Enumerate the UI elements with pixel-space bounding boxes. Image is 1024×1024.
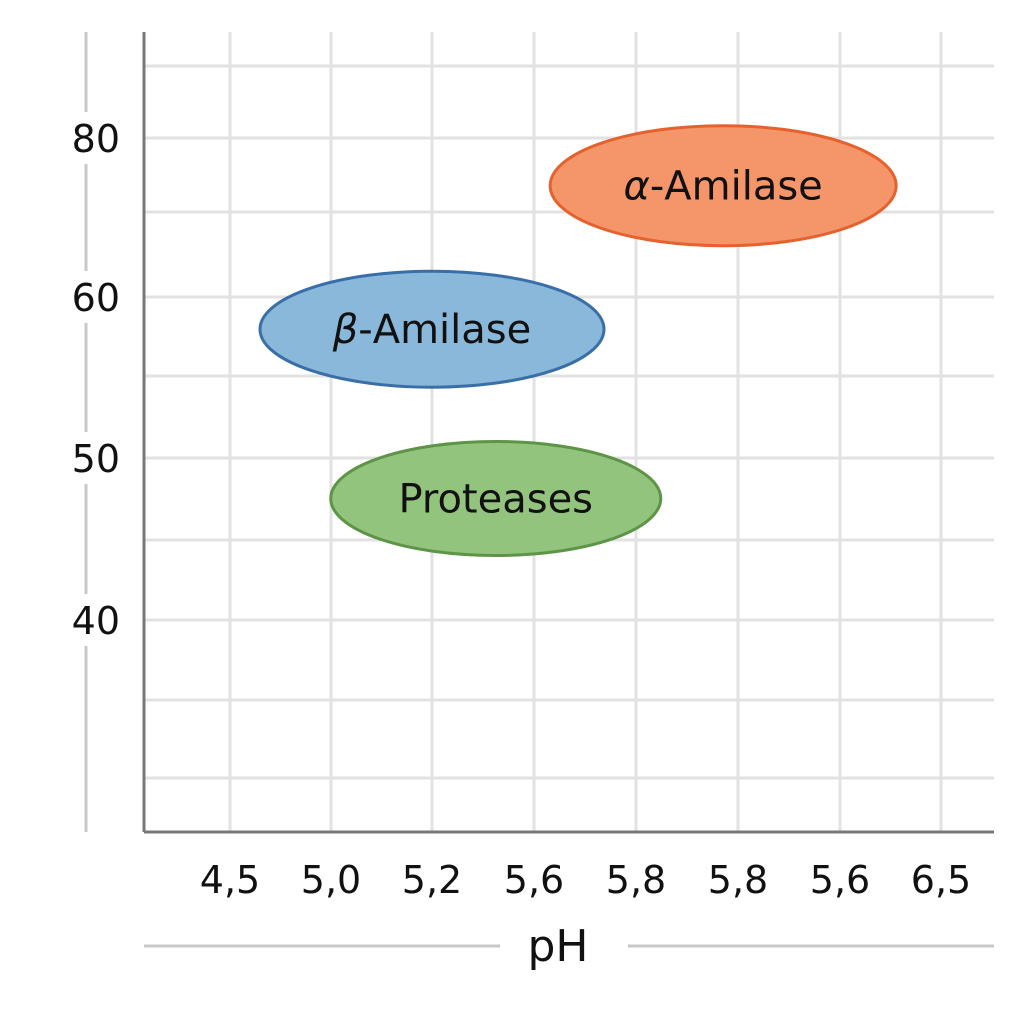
y-tick-label: 80 xyxy=(72,117,120,161)
enzyme-ellipse xyxy=(258,269,606,389)
x-tick-label: 6,5 xyxy=(911,858,971,902)
x-tick-label: 5,0 xyxy=(301,858,361,902)
enzyme-region-1: β-Amilase xyxy=(258,269,606,389)
y-tick-label: 50 xyxy=(72,437,120,481)
x-axis-title: pH xyxy=(527,921,588,972)
enzyme-region-0: α-Amilase xyxy=(548,124,898,248)
y-tick-label: 60 xyxy=(72,276,120,320)
enzyme-ellipse xyxy=(329,440,663,557)
enzyme-name: Proteases xyxy=(398,477,593,523)
enzyme-name: -Amilase xyxy=(358,307,531,353)
x-tick-label: 5,6 xyxy=(810,858,870,902)
y-tick-bg-1 xyxy=(80,271,124,323)
enzyme-ellipse xyxy=(548,124,898,248)
y-tick-labels: 80 60 50 40 xyxy=(72,112,124,646)
x-tick-label: 5,8 xyxy=(708,858,768,902)
enzyme-label: α-Amilase xyxy=(623,164,822,210)
y-tick-bg-2 xyxy=(80,432,124,484)
y-tick-bg-0 xyxy=(80,112,124,164)
x-tick-label: 5,2 xyxy=(402,858,462,902)
enzyme-label: β-Amilase xyxy=(332,307,531,353)
enzyme-greek-letter: β xyxy=(332,307,359,353)
enzyme-label: Proteases xyxy=(398,477,593,523)
enzyme-greek-letter: α xyxy=(623,164,649,210)
enzyme-name: -Amilase xyxy=(650,164,823,210)
enzyme-region-2: Proteases xyxy=(329,440,663,557)
x-tick-label: 5,6 xyxy=(504,858,564,902)
x-tick-label: 5,8 xyxy=(606,858,666,902)
x-tick-labels: 4,5 5,0 5,2 5,6 5,8 5,8 5,6 6,5 xyxy=(200,858,971,902)
y-tick-label: 40 xyxy=(72,599,120,643)
y-tick-bg-3 xyxy=(80,594,124,646)
x-tick-label: 4,5 xyxy=(200,858,260,902)
